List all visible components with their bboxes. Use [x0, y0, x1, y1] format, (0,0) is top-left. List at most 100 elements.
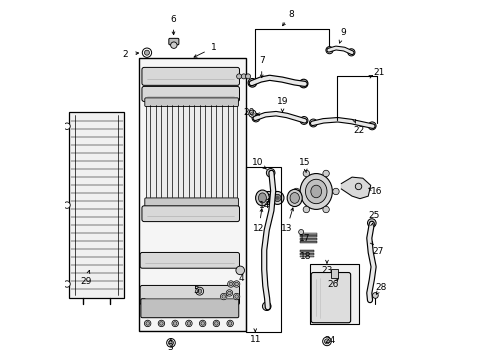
- Bar: [139, 58, 246, 330]
- Bar: [245, 167, 281, 332]
- Circle shape: [322, 170, 328, 177]
- Circle shape: [265, 194, 272, 202]
- Text: 23: 23: [321, 266, 332, 275]
- Circle shape: [293, 188, 299, 195]
- Circle shape: [168, 340, 173, 345]
- Text: 13: 13: [281, 224, 292, 233]
- Circle shape: [234, 282, 238, 286]
- Ellipse shape: [310, 185, 321, 198]
- Bar: [69, 112, 124, 298]
- Ellipse shape: [258, 193, 266, 203]
- Circle shape: [325, 46, 332, 54]
- Circle shape: [299, 79, 307, 88]
- Circle shape: [144, 320, 151, 327]
- Circle shape: [227, 281, 234, 287]
- Circle shape: [234, 295, 238, 298]
- Circle shape: [222, 295, 225, 298]
- Text: 29: 29: [80, 276, 91, 285]
- Circle shape: [228, 321, 231, 325]
- Circle shape: [248, 110, 255, 117]
- Circle shape: [235, 266, 244, 275]
- Text: 1: 1: [211, 43, 217, 52]
- Bar: [300, 250, 313, 251]
- Circle shape: [262, 302, 270, 311]
- Circle shape: [214, 321, 218, 325]
- Circle shape: [144, 50, 149, 55]
- Circle shape: [228, 282, 232, 286]
- Text: 25: 25: [368, 211, 379, 220]
- Bar: [300, 251, 313, 252]
- Circle shape: [159, 321, 163, 325]
- Circle shape: [241, 74, 246, 79]
- FancyBboxPatch shape: [144, 198, 238, 207]
- Circle shape: [172, 320, 178, 327]
- Text: 5: 5: [193, 286, 199, 295]
- Circle shape: [332, 188, 339, 195]
- Circle shape: [195, 287, 203, 295]
- Circle shape: [201, 321, 204, 325]
- Circle shape: [226, 290, 232, 296]
- FancyBboxPatch shape: [168, 39, 179, 45]
- Text: 12: 12: [253, 224, 264, 233]
- Text: 20: 20: [243, 108, 254, 117]
- Circle shape: [355, 183, 361, 190]
- Circle shape: [227, 291, 231, 295]
- Ellipse shape: [300, 174, 332, 210]
- Text: 26: 26: [327, 280, 339, 289]
- FancyBboxPatch shape: [144, 98, 238, 107]
- Ellipse shape: [286, 189, 302, 207]
- Text: 3: 3: [167, 343, 173, 352]
- Circle shape: [158, 320, 164, 327]
- Bar: [300, 233, 317, 234]
- Circle shape: [347, 49, 354, 56]
- Circle shape: [367, 219, 375, 227]
- Text: 10: 10: [252, 158, 264, 167]
- Circle shape: [185, 320, 192, 327]
- Circle shape: [166, 338, 175, 347]
- Bar: [145, 101, 237, 203]
- Circle shape: [372, 293, 378, 298]
- Bar: [300, 242, 317, 243]
- Text: 7: 7: [258, 57, 264, 66]
- Text: 8: 8: [287, 10, 293, 19]
- Bar: [300, 235, 317, 236]
- Text: 2: 2: [122, 50, 128, 59]
- Text: 4: 4: [238, 274, 243, 283]
- Circle shape: [270, 192, 284, 204]
- Circle shape: [199, 320, 205, 327]
- FancyBboxPatch shape: [141, 299, 238, 318]
- Circle shape: [63, 281, 70, 287]
- Text: 17: 17: [298, 234, 310, 243]
- Circle shape: [324, 339, 329, 344]
- Text: 24: 24: [324, 336, 335, 345]
- FancyBboxPatch shape: [142, 67, 239, 85]
- Bar: [300, 238, 317, 239]
- Circle shape: [63, 202, 70, 208]
- Text: 14: 14: [258, 201, 269, 210]
- FancyBboxPatch shape: [140, 285, 239, 305]
- Circle shape: [303, 206, 309, 213]
- Circle shape: [170, 42, 177, 48]
- Text: 22: 22: [352, 126, 364, 135]
- Bar: [300, 254, 313, 255]
- Circle shape: [247, 78, 256, 87]
- Text: 11: 11: [249, 335, 261, 344]
- Circle shape: [303, 170, 309, 177]
- Circle shape: [309, 119, 317, 127]
- Text: 27: 27: [371, 247, 383, 256]
- Text: 16: 16: [370, 187, 382, 196]
- Text: 18: 18: [299, 252, 310, 261]
- Polygon shape: [341, 177, 370, 199]
- Circle shape: [145, 321, 149, 325]
- Bar: [309, 264, 359, 324]
- Circle shape: [262, 192, 275, 204]
- FancyBboxPatch shape: [310, 273, 350, 323]
- Circle shape: [300, 117, 307, 125]
- Bar: [300, 253, 313, 254]
- Bar: [300, 239, 317, 240]
- Text: 15: 15: [298, 158, 310, 167]
- Circle shape: [273, 194, 281, 202]
- Text: 6: 6: [169, 15, 175, 24]
- Circle shape: [322, 206, 328, 213]
- Circle shape: [173, 321, 177, 325]
